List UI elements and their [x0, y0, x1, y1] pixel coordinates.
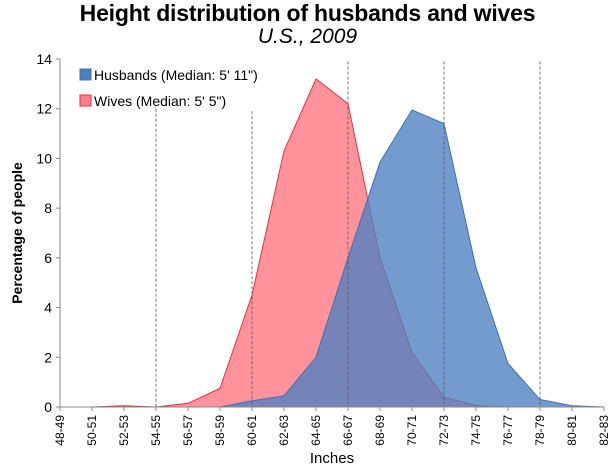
x-tick-label: 70-71 [405, 415, 419, 446]
y-tick-label: 12 [36, 101, 52, 117]
y-tick-label: 0 [44, 399, 52, 415]
x-tick-label: 50-51 [85, 415, 99, 446]
x-tick-label: 58-59 [213, 415, 227, 446]
y-tick-label: 6 [44, 250, 52, 266]
x-tick-label: 78-79 [533, 415, 547, 446]
chart-subtitle: U.S., 2009 [257, 25, 358, 48]
x-tick-label: 66-67 [341, 415, 355, 446]
x-tick-label: 60-61 [245, 415, 259, 446]
y-tick-label: 4 [44, 300, 52, 316]
x-tick-label: 54-55 [149, 415, 163, 446]
x-tick-label: 48-49 [53, 415, 67, 446]
legend-label-wives: Wives (Median: 5' 5") [94, 93, 226, 109]
y-tick-label: 8 [44, 200, 52, 216]
y-tick-label: 2 [44, 349, 52, 365]
y-tick-label: 10 [36, 150, 52, 166]
x-tick-label: 72-73 [437, 415, 451, 446]
x-tick-label: 82-83 [597, 415, 611, 446]
x-tick-label: 74-75 [469, 415, 483, 446]
x-tick-label: 52-53 [117, 415, 131, 446]
x-tick-label: 62-63 [277, 415, 291, 446]
chart-title: Height distribution of husbands and wive… [79, 0, 536, 26]
legend-swatch-husbands [79, 68, 92, 81]
x-tick-label: 64-65 [309, 415, 323, 446]
x-tick-label: 56-57 [181, 415, 195, 446]
x-tick-label: 76-77 [501, 415, 515, 446]
x-axis-label: Inches [310, 450, 354, 467]
x-tick-label: 80-81 [565, 415, 579, 446]
y-axis-label: Percentage of people [9, 162, 25, 304]
x-tick-label: 68-69 [373, 415, 387, 446]
legend-swatch-wives [79, 94, 92, 107]
y-tick-label: 14 [36, 51, 52, 67]
legend-label-husbands: Husbands (Median: 5' 11") [94, 67, 258, 83]
